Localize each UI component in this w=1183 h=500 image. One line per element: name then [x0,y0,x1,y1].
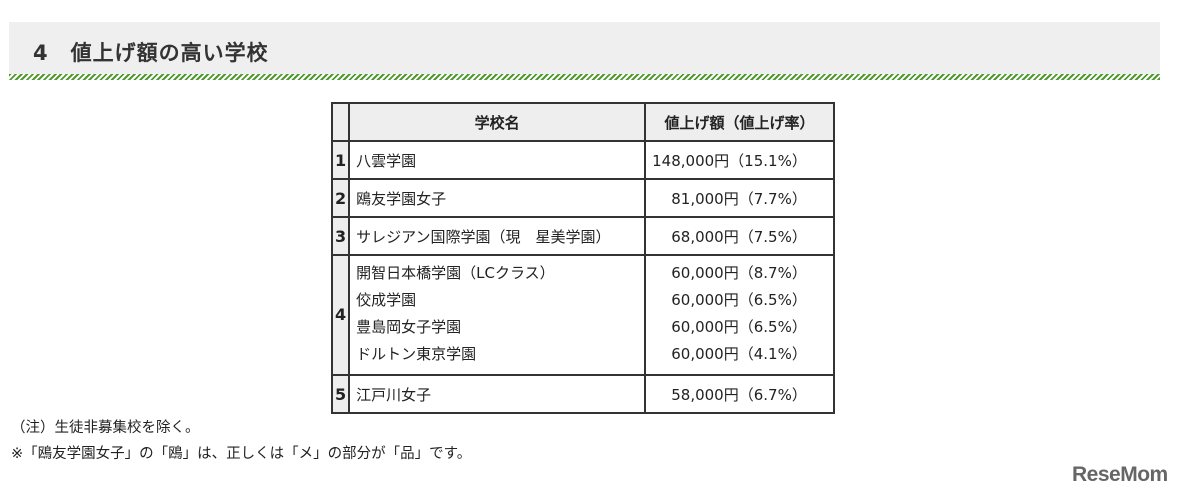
section-header: 4 値上げ額の高い学校 [9,22,1160,74]
amount-cell: 68,000円（7.5%） [644,216,835,256]
school-name-line: 佼成学園 [356,291,417,309]
table-row: 4 開智日本橋学園（LCクラス） 佼成学園 豊島岡女子学園 ドルトン東京学園 6… [330,254,835,376]
amount-cell: 81,000円（7.7%） [644,178,835,218]
table-row: 2 鴎友学園女子 81,000円（7.7%） [330,178,835,218]
school-name-cell: 開智日本橋学園（LCクラス） 佼成学園 豊島岡女子学園 ドルトン東京学園 [348,254,647,376]
amount-cell: 148,000円（15.1%） [644,140,835,180]
school-name-line: ドルトン東京学園 [356,345,477,363]
footnote-exclusion: （注）生徒非募集校を除く。 [11,420,200,436]
resemom-logo: ReseMom [1072,463,1168,486]
section-title: 4 値上げ額の高い学校 [33,41,269,65]
amount-line: 60,000円（4.1%） [671,345,807,363]
table-row: 5 江戸川女子 58,000円（6.7%） [330,374,835,414]
ranking-table: 学校名 値上げ額（値上げ率） 1 八雲学園 148,000円（15.1%） 2 … [330,102,835,414]
header-school-name: 学校名 [348,102,647,142]
school-name-line: 開智日本橋学園（LCクラス） [356,264,555,282]
amount-line: 60,000円（8.7%） [671,264,807,282]
header-stripe-divider [9,74,1160,80]
rank-cell: 3 [330,216,351,256]
header-rank [330,102,351,142]
school-name-cell: 江戸川女子 [348,374,647,414]
school-name-cell: 八雲学園 [348,140,647,180]
footnotes: （注）生徒非募集校を除く。 ※「鴎友学園女子」の「鴎」は、正しくは「メ」の部分が… [11,415,471,467]
amount-line: 60,000円（6.5%） [671,291,807,309]
table-header-row: 学校名 値上げ額（値上げ率） [330,102,835,142]
amount-cell: 60,000円（8.7%） 60,000円（6.5%） 60,000円（6.5%… [644,254,835,376]
footnote-kanji: ※「鴎友学園女子」の「鴎」は、正しくは「メ」の部分が「品」です。 [11,446,472,462]
header-amount: 値上げ額（値上げ率） [644,102,835,142]
rank-cell: 4 [330,254,351,376]
amount-cell: 58,000円（6.7%） [644,374,835,414]
rank-cell: 2 [330,178,351,218]
table-row: 1 八雲学園 148,000円（15.1%） [330,140,835,180]
school-name-line: 豊島岡女子学園 [356,318,462,336]
rank-cell: 5 [330,374,351,414]
rank-cell: 1 [330,140,351,180]
amount-line: 60,000円（6.5%） [671,318,807,336]
school-name-cell: 鴎友学園女子 [348,178,647,218]
table-row: 3 サレジアン国際学園（現 星美学園） 68,000円（7.5%） [330,216,835,256]
school-name-cell: サレジアン国際学園（現 星美学園） [348,216,647,256]
